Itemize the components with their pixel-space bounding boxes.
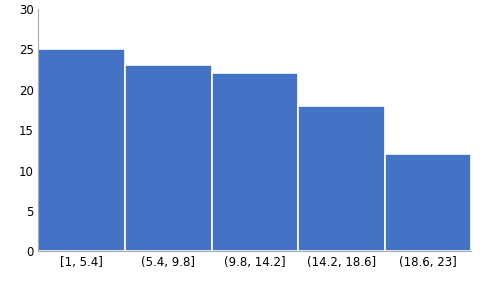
Bar xyxy=(298,106,384,251)
Bar xyxy=(211,73,298,251)
Bar xyxy=(384,154,470,251)
Bar xyxy=(125,65,211,251)
Bar xyxy=(38,49,125,251)
